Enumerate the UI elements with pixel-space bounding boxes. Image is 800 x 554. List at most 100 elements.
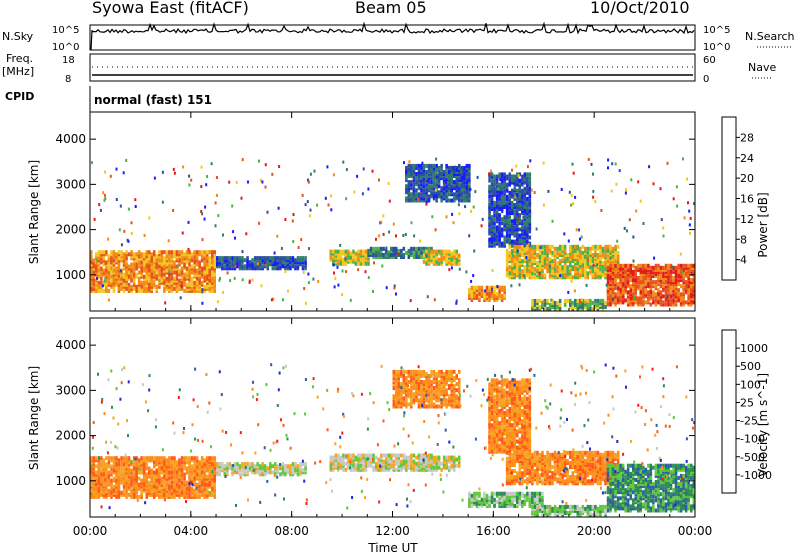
- heatmap-cell: [137, 254, 141, 259]
- heatmap-cell: [336, 265, 339, 269]
- heatmap-cell: [508, 225, 511, 230]
- heatmap-cell: [619, 290, 622, 295]
- heatmap-cell: [567, 290, 570, 294]
- heatmap-cell: [395, 455, 398, 460]
- heatmap-cell: [203, 462, 206, 467]
- heatmap-cell: [256, 264, 259, 269]
- heatmap-cell: [505, 248, 509, 253]
- heatmap-cell: [342, 457, 345, 462]
- heatmap-cell: [110, 480, 113, 485]
- heatmap-cell: [180, 280, 184, 285]
- heatmap-cell: [425, 261, 428, 266]
- heatmap-cell: [201, 288, 204, 292]
- heatmap-cell: [354, 251, 358, 256]
- heatmap-cell: [274, 462, 277, 467]
- heatmap-cell: [647, 296, 650, 301]
- heatmap-cell: [692, 278, 695, 283]
- heatmap-cell: [488, 227, 491, 232]
- heatmap-cell: [291, 258, 295, 263]
- heatmap-cell: [352, 455, 355, 460]
- heatmap-cell: [503, 491, 506, 496]
- heatmap-cell: [626, 263, 630, 268]
- heatmap-cell: [246, 468, 249, 473]
- heatmap-cell: [523, 237, 527, 242]
- heatmap-cell: [571, 265, 574, 270]
- heatmap-cell: [498, 174, 501, 179]
- heatmap-cell: [313, 169, 316, 173]
- heatmap-cell: [553, 267, 557, 272]
- heatmap-cell: [206, 252, 209, 257]
- heatmap-cell: [150, 484, 153, 489]
- heatmap-cell: [440, 261, 443, 266]
- heatmap-cell: [624, 191, 627, 195]
- heatmap-cell: [632, 274, 635, 278]
- heatmap-cell: [495, 499, 499, 504]
- heatmap-cell: [158, 264, 161, 269]
- colorbar-tick-label: 24: [740, 152, 754, 165]
- heatmap-cell: [170, 460, 174, 465]
- heatmap-cell: [626, 280, 630, 285]
- heatmap-cell: [448, 182, 451, 187]
- beam-title: Beam 05: [355, 0, 427, 17]
- heatmap-cell: [571, 305, 574, 309]
- heatmap-cell: [153, 250, 156, 255]
- heatmap-cell: [649, 302, 653, 307]
- heatmap-cell: [503, 178, 506, 183]
- heatmap-cell: [105, 462, 108, 467]
- heatmap-cell: [518, 178, 521, 183]
- heatmap-cell: [296, 472, 300, 477]
- heatmap-cell: [579, 237, 581, 241]
- heatmap-cell: [125, 484, 128, 489]
- nsky-panel-frame: [89, 24, 696, 51]
- heatmap-cell: [642, 292, 645, 297]
- heatmap-cell: [126, 238, 129, 242]
- heatmap-cell: [187, 220, 190, 224]
- heatmap-cell: [445, 178, 448, 183]
- heatmap-cell: [219, 277, 221, 280]
- heatmap-cell: [624, 290, 627, 295]
- heatmap-cell: [601, 271, 605, 276]
- heatmap-cell: [173, 262, 176, 267]
- heatmap-cell: [442, 249, 446, 254]
- heatmap-cell: [677, 269, 680, 274]
- heatmap-cell: [112, 484, 116, 489]
- heatmap-cell: [647, 278, 650, 283]
- heatmap-cell: [674, 284, 678, 289]
- heatmap-cell: [526, 225, 529, 230]
- heatmap-cell: [523, 274, 526, 278]
- heatmap-cell: [551, 305, 554, 309]
- heatmap-cell: [150, 262, 153, 267]
- heatmap-cell: [430, 249, 433, 254]
- heatmap-cell: [508, 244, 511, 249]
- heatmap-cell: [427, 194, 431, 199]
- heatmap-cell: [344, 467, 348, 472]
- heatmap-cell: [624, 284, 627, 289]
- heatmap-cell: [223, 258, 227, 263]
- heatmap-cell: [266, 258, 269, 263]
- heatmap-cell: [485, 298, 489, 302]
- heatmap-cell: [432, 465, 436, 470]
- heatmap-cell: [662, 284, 665, 289]
- heatmap-cell: [266, 262, 269, 267]
- heatmap-cell: [304, 470, 307, 475]
- heatmap-cell: [105, 286, 108, 291]
- heatmap-cell: [647, 284, 650, 289]
- heatmap-cell: [362, 455, 365, 460]
- heatmap-cell: [584, 269, 587, 274]
- heatmap-cell: [231, 204, 234, 208]
- heatmap-cell: [637, 263, 640, 268]
- heatmap-cell: [160, 280, 164, 285]
- heatmap-cell: [110, 458, 113, 463]
- heatmap-cell: [563, 232, 566, 236]
- heatmap-cell: [195, 268, 199, 273]
- heatmap-cell: [117, 252, 121, 257]
- heatmap-cell: [682, 274, 685, 278]
- heatmap-cell: [472, 205, 475, 209]
- heatmap-cell: [584, 271, 587, 276]
- heatmap-cell: [382, 214, 385, 218]
- heatmap-cell: [674, 290, 678, 295]
- heatmap-cell: [440, 194, 443, 199]
- heatmap-cell: [574, 302, 577, 307]
- heatmap-cell: [271, 172, 274, 176]
- heatmap-cell: [599, 305, 602, 309]
